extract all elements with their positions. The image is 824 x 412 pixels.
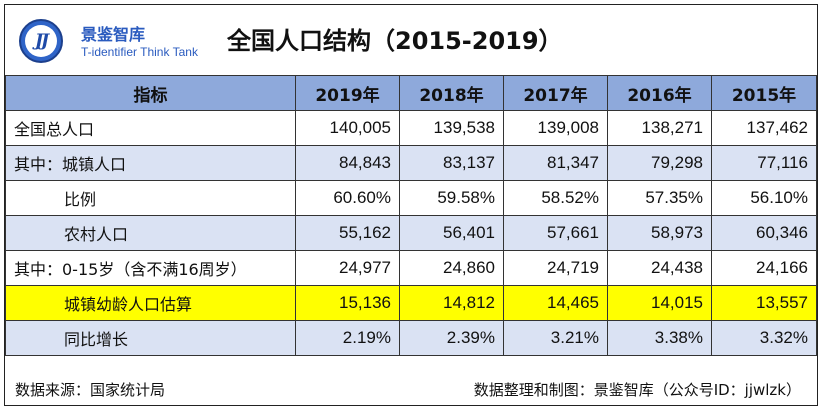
- table-cell: 56,401: [399, 215, 504, 251]
- table-cell: 15,136: [295, 285, 400, 321]
- page-title: 全国人口结构（2015-2019）: [227, 27, 563, 55]
- logo-icon: JJ: [19, 19, 63, 63]
- table-row: 全国总人口 140,005 139,538 139,008 138,271 13…: [5, 110, 817, 146]
- table-cell: 24,438: [607, 250, 712, 286]
- table-header-row: 指标 2019年 2018年 2017年 2016年 2015年: [5, 75, 817, 111]
- table-cell: 59.58%: [399, 180, 504, 216]
- table-cell: 14,812: [399, 285, 504, 321]
- table-cell: 137,462: [711, 110, 817, 146]
- table-cell: 24,860: [399, 250, 504, 286]
- table-cell: 60.60%: [295, 180, 400, 216]
- table-cell: 14,015: [607, 285, 712, 321]
- population-table: 指标 2019年 2018年 2017年 2016年 2015年 全国总人口 1…: [5, 75, 817, 356]
- row-label: 全国总人口: [5, 110, 296, 146]
- row-label: 其中：城镇人口: [5, 145, 296, 181]
- table-cell: 139,008: [503, 110, 608, 146]
- table-cell: 3.21%: [503, 320, 608, 356]
- table-cell: 3.38%: [607, 320, 712, 356]
- table-cell: 24,719: [503, 250, 608, 286]
- table-frame: JJ 景鉴智库 T-identifier Think Tank 全国人口结构（2…: [4, 4, 818, 406]
- table-cell: 140,005: [295, 110, 400, 146]
- row-label: 农村人口: [5, 215, 296, 251]
- table-row: 其中：0-15岁（含不满16周岁） 24,977 24,860 24,719 2…: [5, 250, 817, 286]
- logo-mark: JJ: [25, 25, 57, 57]
- table-cell: 56.10%: [711, 180, 817, 216]
- table-cell: 24,166: [711, 250, 817, 286]
- table-cell: 2.39%: [399, 320, 504, 356]
- row-label: 同比增长: [5, 320, 296, 356]
- logo-english-name: T-identifier Think Tank: [81, 45, 198, 59]
- table-row-highlighted: 城镇幼龄人口估算 15,136 14,812 14,465 14,015 13,…: [5, 285, 817, 321]
- table-row: 其中：城镇人口 84,843 83,137 81,347 79,298 77,1…: [5, 145, 817, 181]
- table-cell: 77,116: [711, 145, 817, 181]
- column-header-2019: 2019年: [295, 75, 400, 111]
- column-header-indicator: 指标: [5, 75, 296, 111]
- column-header-2018: 2018年: [399, 75, 504, 111]
- row-label: 城镇幼龄人口估算: [5, 285, 296, 321]
- table-cell: 14,465: [503, 285, 608, 321]
- table-cell: 58,973: [607, 215, 712, 251]
- column-header-2016: 2016年: [607, 75, 712, 111]
- table-cell: 60,346: [711, 215, 817, 251]
- table-cell: 57,661: [503, 215, 608, 251]
- table-cell: 2.19%: [295, 320, 400, 356]
- table-row: 农村人口 55,162 56,401 57,661 58,973 60,346: [5, 215, 817, 251]
- table-cell: 79,298: [607, 145, 712, 181]
- table-cell: 81,347: [503, 145, 608, 181]
- table-cell: 58.52%: [503, 180, 608, 216]
- table-row: 比例 60.60% 59.58% 58.52% 57.35% 56.10%: [5, 180, 817, 216]
- table-cell: 24,977: [295, 250, 400, 286]
- table-cell: 55,162: [295, 215, 400, 251]
- row-label: 其中：0-15岁（含不满16周岁）: [5, 250, 296, 286]
- column-header-2015: 2015年: [711, 75, 817, 111]
- table-cell: 139,538: [399, 110, 504, 146]
- table-cell: 57.35%: [607, 180, 712, 216]
- column-header-2017: 2017年: [503, 75, 608, 111]
- credit-note: 数据整理和制图：景鉴智库（公众号ID：jjwlzk）: [473, 381, 801, 399]
- logo-name: 景鉴智库: [81, 25, 146, 44]
- table-cell: 138,271: [607, 110, 712, 146]
- data-source-note: 数据来源：国家统计局: [15, 381, 166, 399]
- row-label: 比例: [5, 180, 296, 216]
- table-row: 同比增长 2.19% 2.39% 3.21% 3.38% 3.32%: [5, 320, 817, 356]
- table-cell: 83,137: [399, 145, 504, 181]
- table-cell: 3.32%: [711, 320, 817, 356]
- header: JJ 景鉴智库 T-identifier Think Tank 全国人口结构（2…: [5, 5, 817, 73]
- table-cell: 84,843: [295, 145, 400, 181]
- table-cell: 13,557: [711, 285, 817, 321]
